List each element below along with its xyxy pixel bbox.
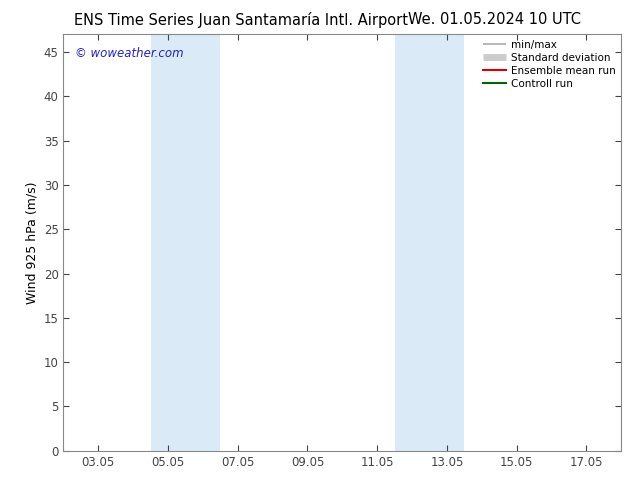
Bar	[394, 34, 464, 451]
Text: ENS Time Series Juan Santamaría Intl. Airport: ENS Time Series Juan Santamaría Intl. Ai…	[74, 12, 408, 28]
Legend: min/max, Standard deviation, Ensemble mean run, Controll run: min/max, Standard deviation, Ensemble me…	[483, 40, 616, 89]
Text: © woweather.com: © woweather.com	[75, 47, 183, 60]
Text: We. 01.05.2024 10 UTC: We. 01.05.2024 10 UTC	[408, 12, 581, 27]
Bar	[150, 34, 221, 451]
Y-axis label: Wind 925 hPa (m/s): Wind 925 hPa (m/s)	[25, 181, 38, 304]
